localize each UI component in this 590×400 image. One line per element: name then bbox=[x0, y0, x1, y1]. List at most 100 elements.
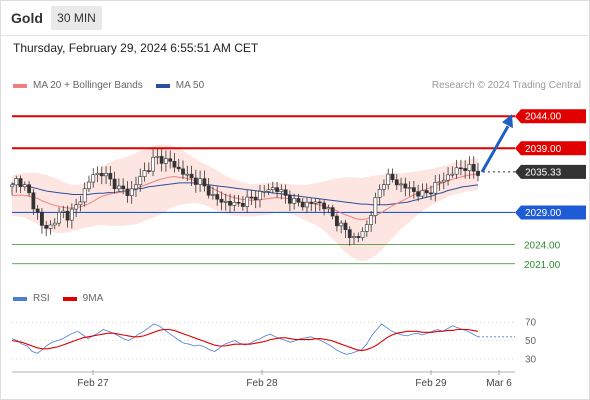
level-label-2039-00: 2039.00 bbox=[515, 141, 586, 156]
candle-body bbox=[176, 166, 181, 170]
level-tag bbox=[515, 109, 586, 124]
candle-body bbox=[189, 173, 194, 179]
rsi-tick-30: 30 bbox=[525, 354, 537, 365]
candle-body bbox=[95, 173, 100, 176]
candle-body bbox=[44, 225, 49, 229]
x-tick-label: Feb 28 bbox=[246, 378, 278, 389]
candle-body bbox=[168, 158, 173, 162]
candle-body bbox=[185, 173, 190, 176]
candle-body bbox=[270, 187, 275, 190]
level-label-text: 2035.33 bbox=[525, 167, 562, 178]
candle-body bbox=[116, 185, 121, 190]
candle-body bbox=[309, 201, 314, 204]
copyright-notice: Research © 2024 Trading Central bbox=[431, 80, 581, 91]
candle-body bbox=[258, 191, 262, 201]
legend-label-rsi: RSI bbox=[33, 293, 50, 304]
candle-body bbox=[463, 168, 468, 171]
level-label-2021-00: 2021.00 bbox=[524, 260, 561, 271]
candle-body bbox=[283, 189, 288, 196]
chart-datetime: Thursday, February 29, 2024 6:55:51 AM C… bbox=[13, 41, 259, 55]
x-tick-label: Feb 27 bbox=[77, 378, 109, 389]
candle-body bbox=[335, 215, 339, 227]
candle-body bbox=[155, 156, 160, 158]
candle-body bbox=[377, 189, 382, 198]
candle-body bbox=[433, 182, 438, 194]
candle-body bbox=[343, 222, 348, 230]
candle-body bbox=[40, 211, 44, 226]
legend-item-ma50: MA 50 bbox=[155, 80, 204, 91]
candle-body bbox=[14, 178, 19, 186]
candle-body bbox=[27, 184, 32, 194]
chart-header: Gold 30 MIN bbox=[0, 0, 590, 36]
candle-body bbox=[245, 196, 250, 207]
candle-body bbox=[437, 181, 442, 184]
candle-body bbox=[382, 184, 386, 190]
candle-body bbox=[48, 224, 53, 229]
candle-body bbox=[411, 187, 416, 192]
level-tag bbox=[515, 141, 586, 156]
candle-body bbox=[292, 198, 297, 204]
candle-body bbox=[253, 196, 258, 201]
candle-body bbox=[364, 224, 369, 232]
candle-body bbox=[99, 173, 104, 177]
candle-body bbox=[215, 194, 220, 200]
candle-body bbox=[317, 201, 322, 204]
candle-body bbox=[211, 194, 215, 196]
ma50-swatch bbox=[155, 83, 170, 88]
candle-body bbox=[78, 201, 83, 206]
candle-body bbox=[35, 208, 40, 213]
symbol-title: Gold bbox=[11, 10, 43, 26]
candle-body bbox=[420, 190, 425, 197]
candles-group bbox=[10, 148, 480, 246]
candle-body bbox=[476, 170, 480, 176]
candle-body bbox=[82, 188, 87, 203]
timeframe-button[interactable]: 30 MIN bbox=[51, 6, 102, 30]
level-tag bbox=[515, 205, 586, 220]
level-label-text: 2029.00 bbox=[525, 208, 562, 219]
candle-body bbox=[74, 204, 79, 210]
x-tick-label: Mar 6 bbox=[486, 378, 512, 389]
candle-body bbox=[403, 183, 408, 189]
candle-body bbox=[10, 184, 14, 188]
level-label-2024-00: 2024.00 bbox=[524, 241, 561, 252]
candle-body bbox=[104, 173, 108, 177]
rsi-legend: RSI 9MA bbox=[13, 293, 116, 304]
candle-body bbox=[369, 215, 374, 225]
candle-body bbox=[146, 170, 151, 172]
candle-body bbox=[125, 188, 130, 196]
ma50-line bbox=[11, 182, 479, 206]
level-label-2035-33: 2035.33 bbox=[515, 164, 586, 179]
candle-body bbox=[164, 158, 168, 164]
candle-body bbox=[305, 201, 309, 208]
legend-item-ma20: MA 20 + Bollinger Bands bbox=[13, 80, 143, 91]
ma20-line bbox=[11, 173, 479, 221]
candle-body bbox=[159, 156, 164, 164]
rsi-swatch bbox=[13, 296, 27, 301]
legend-item-rsi: RSI bbox=[13, 293, 50, 304]
candle-body bbox=[322, 202, 326, 210]
candle-body bbox=[262, 191, 267, 193]
candle-body bbox=[266, 189, 271, 192]
level-label-text: 2039.00 bbox=[525, 144, 562, 155]
level-tag bbox=[515, 164, 586, 179]
rsi-tick-50: 50 bbox=[525, 336, 537, 347]
rsi-tick-70: 70 bbox=[525, 318, 537, 329]
candle-body bbox=[429, 192, 433, 195]
candle-body bbox=[424, 190, 429, 194]
candle-body bbox=[129, 188, 134, 196]
candle-body bbox=[202, 178, 207, 187]
candle-body bbox=[61, 210, 66, 213]
candle-body bbox=[138, 176, 143, 186]
candle-body bbox=[181, 168, 185, 175]
candle-body bbox=[228, 200, 232, 206]
candle-body bbox=[108, 173, 113, 180]
candle-body bbox=[386, 173, 391, 185]
candle-body bbox=[69, 208, 74, 221]
candle-body bbox=[352, 236, 356, 238]
level-label-text: 2044.00 bbox=[525, 112, 562, 123]
level-label-2044-00: 2044.00 bbox=[515, 109, 586, 124]
candle-body bbox=[399, 183, 403, 186]
candle-body bbox=[134, 184, 138, 190]
candle-body bbox=[87, 181, 91, 190]
